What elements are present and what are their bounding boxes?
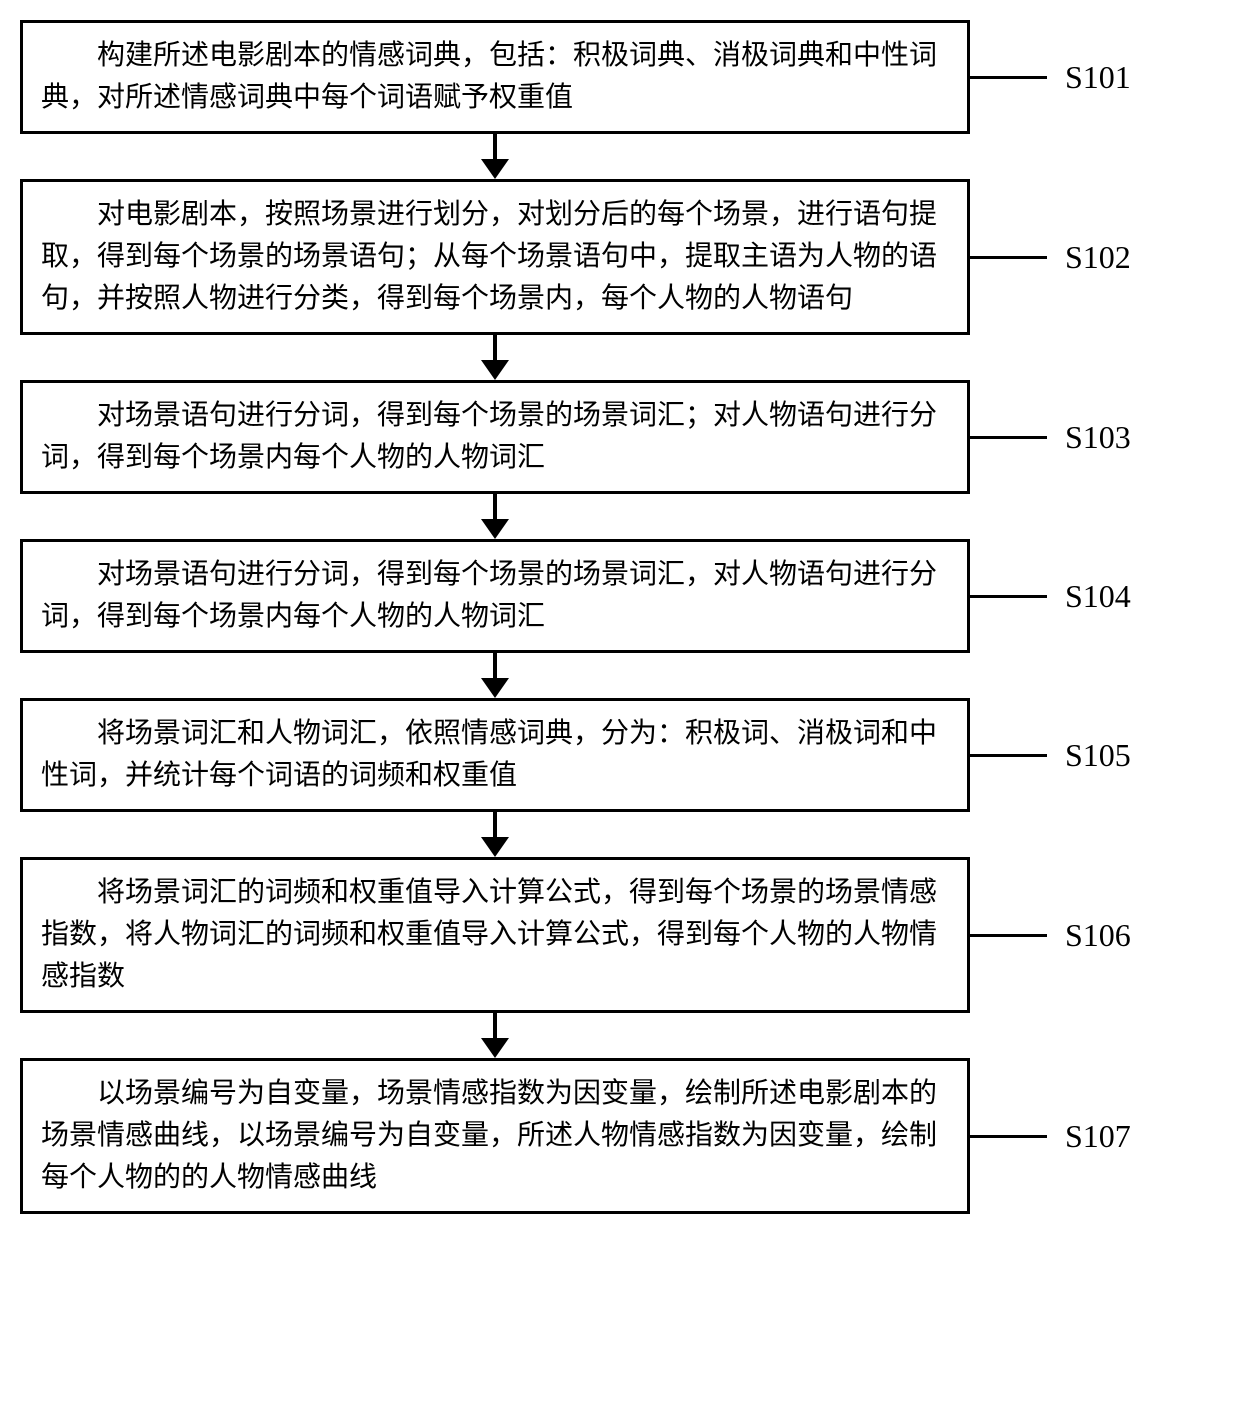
connector-line (967, 754, 1047, 757)
step-text: 以场景编号为自变量，场景情感指数为因变量，绘制所述电影剧本的场景情感曲线，以场景… (41, 1078, 937, 1193)
step-label-s103: S103 (1065, 419, 1131, 456)
step-label-s106: S106 (1065, 917, 1131, 954)
step-row-5: 将场景词汇和人物词汇，依照情感词典，分为：积极词、消极词和中性词，并统计每个词语… (20, 698, 1220, 812)
step-row-1: 构建所述电影剧本的情感词典，包括：积极词典、消极词典和中性词典，对所述情感词典中… (20, 20, 1220, 134)
step-text: 构建所述电影剧本的情感词典，包括：积极词典、消极词典和中性词典，对所述情感词典中… (41, 40, 937, 113)
arrow-line (493, 335, 497, 363)
step-box-s106: 将场景词汇的词频和权重值导入计算公式，得到每个场景的场景情感指数，将人物词汇的词… (20, 857, 970, 1013)
connector-line (967, 256, 1047, 259)
arrow-line (493, 653, 497, 681)
step-row-4: 对场景语句进行分词，得到每个场景的场景词汇，对人物语句进行分词，得到每个场景内每… (20, 539, 1220, 653)
arrow-1 (20, 134, 970, 179)
arrow-head-icon (481, 837, 509, 857)
step-text: 对场景语句进行分词，得到每个场景的场景词汇；对人物语句进行分词，得到每个场景内每… (41, 400, 937, 473)
connector-line (967, 436, 1047, 439)
arrow-head-icon (481, 519, 509, 539)
step-label-s107: S107 (1065, 1118, 1131, 1155)
step-text: 对电影剧本，按照场景进行划分，对划分后的每个场景，进行语句提取，得到每个场景的场… (41, 199, 937, 314)
flowchart-container: 构建所述电影剧本的情感词典，包括：积极词典、消极词典和中性词典，对所述情感词典中… (20, 20, 1220, 1214)
step-text: 对场景语句进行分词，得到每个场景的场景词汇，对人物语句进行分词，得到每个场景内每… (41, 559, 937, 632)
arrow-head-icon (481, 360, 509, 380)
arrow-6 (20, 1013, 970, 1058)
arrow-5 (20, 812, 970, 857)
arrow-3 (20, 494, 970, 539)
step-box-s104: 对场景语句进行分词，得到每个场景的场景词汇，对人物语句进行分词，得到每个场景内每… (20, 539, 970, 653)
arrow-2 (20, 335, 970, 380)
arrow-4 (20, 653, 970, 698)
arrow-line (493, 494, 497, 522)
step-label-s102: S102 (1065, 239, 1131, 276)
step-label-s105: S105 (1065, 737, 1131, 774)
step-box-s103: 对场景语句进行分词，得到每个场景的场景词汇；对人物语句进行分词，得到每个场景内每… (20, 380, 970, 494)
arrow-head-icon (481, 1038, 509, 1058)
arrow-line (493, 1013, 497, 1041)
step-box-s101: 构建所述电影剧本的情感词典，包括：积极词典、消极词典和中性词典，对所述情感词典中… (20, 20, 970, 134)
step-row-7: 以场景编号为自变量，场景情感指数为因变量，绘制所述电影剧本的场景情感曲线，以场景… (20, 1058, 1220, 1214)
arrow-head-icon (481, 678, 509, 698)
step-box-s102: 对电影剧本，按照场景进行划分，对划分后的每个场景，进行语句提取，得到每个场景的场… (20, 179, 970, 335)
connector-line (967, 595, 1047, 598)
step-box-s107: 以场景编号为自变量，场景情感指数为因变量，绘制所述电影剧本的场景情感曲线，以场景… (20, 1058, 970, 1214)
step-row-3: 对场景语句进行分词，得到每个场景的场景词汇；对人物语句进行分词，得到每个场景内每… (20, 380, 1220, 494)
connector-line (967, 934, 1047, 937)
arrow-head-icon (481, 159, 509, 179)
step-box-s105: 将场景词汇和人物词汇，依照情感词典，分为：积极词、消极词和中性词，并统计每个词语… (20, 698, 970, 812)
step-label-s104: S104 (1065, 578, 1131, 615)
connector-line (967, 1135, 1047, 1138)
step-label-s101: S101 (1065, 59, 1131, 96)
step-row-2: 对电影剧本，按照场景进行划分，对划分后的每个场景，进行语句提取，得到每个场景的场… (20, 179, 1220, 335)
step-text: 将场景词汇的词频和权重值导入计算公式，得到每个场景的场景情感指数，将人物词汇的词… (41, 877, 937, 992)
arrow-line (493, 812, 497, 840)
step-text: 将场景词汇和人物词汇，依照情感词典，分为：积极词、消极词和中性词，并统计每个词语… (41, 718, 937, 791)
step-row-6: 将场景词汇的词频和权重值导入计算公式，得到每个场景的场景情感指数，将人物词汇的词… (20, 857, 1220, 1013)
arrow-line (493, 134, 497, 162)
connector-line (967, 76, 1047, 79)
